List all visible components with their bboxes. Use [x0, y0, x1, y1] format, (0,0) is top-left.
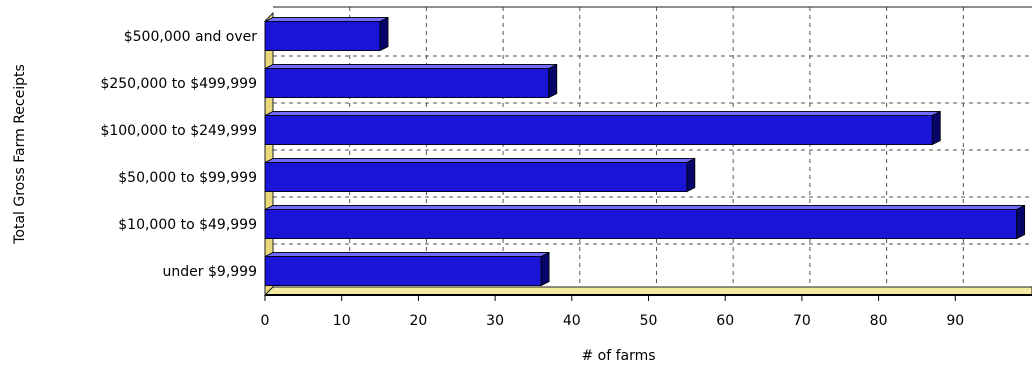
bar	[264, 251, 550, 287]
x-tick-label: 40	[563, 313, 581, 329]
bar-top-face	[264, 17, 389, 22]
x-tick-label: 0	[261, 313, 270, 329]
bars	[264, 16, 1026, 287]
grid-lines	[273, 7, 1032, 296]
bar-top-face	[264, 252, 550, 257]
category-label: $500,000 and over	[124, 29, 258, 45]
bar-front-face	[264, 68, 550, 98]
bar	[264, 204, 1026, 240]
bar-end-face	[379, 16, 389, 52]
floor	[263, 286, 1032, 296]
x-tick-label: 50	[640, 313, 658, 329]
bar-top-face	[264, 205, 1025, 210]
x-tick-labels: 0 10 20 30 40 50 60 70 80 90	[261, 295, 964, 329]
y-axis-title: Total Gross Farm Receipts	[12, 64, 28, 245]
category-label: $10,000 to $49,999	[118, 217, 257, 233]
x-axis-title: # of farms	[581, 348, 655, 364]
category-labels: $500,000 and over $250,000 to $499,999 $10…	[100, 29, 257, 280]
bar	[264, 63, 558, 99]
bar-end-face	[931, 110, 941, 146]
x-tick-label: 60	[716, 313, 734, 329]
category-label: under $9,999	[163, 264, 257, 280]
bar-front-face	[264, 209, 1018, 240]
x-tick-label: 10	[333, 313, 351, 329]
x-tick-label: 70	[793, 313, 811, 329]
bar-end-face	[548, 63, 558, 99]
bar	[264, 110, 941, 146]
x-tick-label: 90	[946, 313, 964, 329]
bar-end-face	[1016, 204, 1026, 240]
x-tick-label: 20	[409, 313, 427, 329]
bar	[264, 16, 389, 52]
x-tick-label: 80	[870, 313, 888, 329]
bar-end-face	[540, 251, 550, 287]
bar-top-face	[264, 64, 557, 69]
bar-top-face	[264, 111, 941, 116]
bar-end-face	[686, 157, 696, 193]
category-label: $250,000 to $499,999	[100, 76, 257, 92]
bar-front-face	[264, 21, 381, 51]
category-label: $100,000 to $249,999	[100, 123, 257, 139]
x-tick-label: 30	[486, 313, 504, 329]
bar-front-face	[264, 162, 688, 193]
bar-top-face	[264, 158, 696, 163]
bar-front-face	[264, 115, 933, 145]
category-label: $50,000 to $99,999	[118, 170, 257, 186]
bar-front-face	[264, 256, 542, 286]
bar	[264, 157, 696, 193]
